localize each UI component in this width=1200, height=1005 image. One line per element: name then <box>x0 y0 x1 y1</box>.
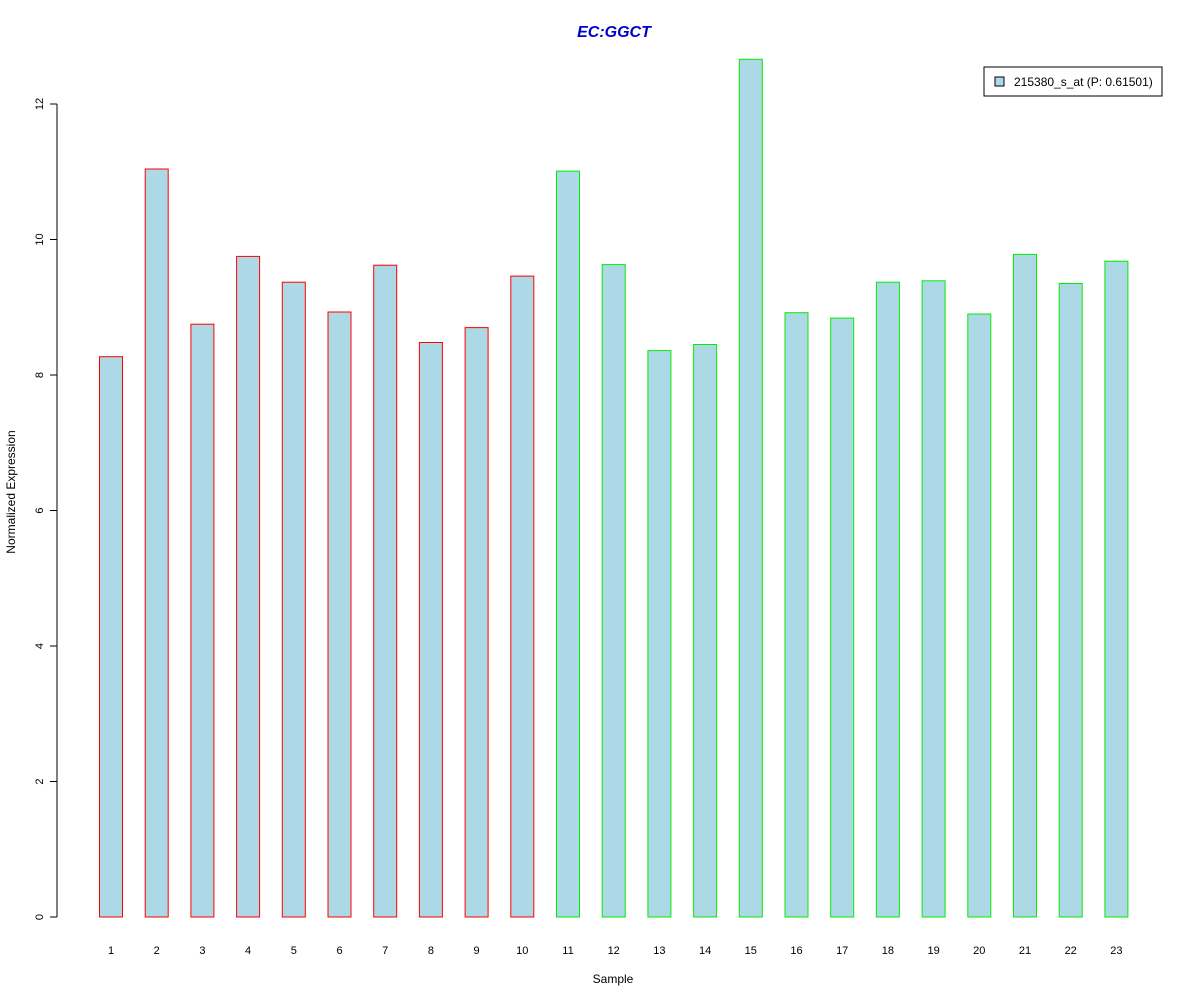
legend: 215380_s_at (P: 0.61501) <box>983 66 1163 97</box>
bar-sample-21 <box>1013 253 1037 918</box>
y-axis: 0 2 4 6 8 10 12 <box>34 98 58 920</box>
x-tick-label: 12 <box>608 945 620 957</box>
x-tick-label: 7 <box>382 945 388 957</box>
y-tick-label: 12 <box>34 98 46 110</box>
x-tick-labels: 1 2 3 4 5 6 7 8 9 10 11 12 13 14 15 16 17 18 19 20 21 22 23 <box>108 945 1123 957</box>
bar-sample-9 <box>464 327 489 918</box>
x-tick-label: 3 <box>199 945 205 957</box>
x-tick-label: 6 <box>336 945 342 957</box>
x-tick-label: 21 <box>1019 945 1031 957</box>
bar-sample-6 <box>327 311 352 918</box>
x-tick-label: 22 <box>1065 945 1077 957</box>
legend-box <box>983 66 1163 97</box>
bar-sample-15 <box>738 58 763 918</box>
x-tick-label: 18 <box>882 945 894 957</box>
x-axis-label: Sample <box>593 972 634 986</box>
bar-sample-2 <box>144 168 169 918</box>
bar-sample-19 <box>921 280 946 918</box>
legend-swatch <box>994 76 1005 87</box>
bar-sample-5 <box>281 281 306 918</box>
bar-sample-20 <box>967 313 992 918</box>
bar-sample-11 <box>556 170 580 918</box>
chart-title: EC:GGCT <box>577 24 652 41</box>
bar-sample-22 <box>1058 283 1083 918</box>
bar-sample-16 <box>784 312 809 918</box>
x-tick-label: 8 <box>428 945 434 957</box>
x-tick-label: 17 <box>836 945 848 957</box>
bar-sample-8 <box>418 342 443 918</box>
bar-sample-12 <box>601 264 626 918</box>
bar-sample-13 <box>647 350 672 918</box>
x-tick-label: 10 <box>516 945 528 957</box>
x-tick-label: 1 <box>108 945 114 957</box>
x-tick-label: 19 <box>927 945 939 957</box>
y-tick-label: 4 <box>34 643 46 649</box>
x-tick-label: 11 <box>562 945 573 957</box>
legend-label: 215380_s_at (P: 0.61501) <box>1014 75 1153 89</box>
x-tick-label: 15 <box>745 945 757 957</box>
y-tick-label: 6 <box>34 507 46 513</box>
x-tick-label: 16 <box>790 945 802 957</box>
y-tick-label: 10 <box>34 233 46 245</box>
x-tick-label: 13 <box>653 945 665 957</box>
bar-sample-10 <box>510 275 535 918</box>
x-tick-label: 4 <box>245 945 251 957</box>
bar-sample-14 <box>693 344 718 918</box>
x-tick-label: 2 <box>154 945 160 957</box>
bar-sample-17 <box>830 317 855 918</box>
bar-sample-1 <box>99 356 123 918</box>
bar-sample-3 <box>190 323 215 918</box>
y-tick-label: 8 <box>34 372 46 378</box>
x-tick-label: 14 <box>699 945 711 957</box>
y-tick-label: 2 <box>34 778 46 784</box>
x-tick-label: 9 <box>474 945 480 957</box>
x-tick-label: 23 <box>1110 945 1122 957</box>
bars-group <box>99 58 1129 918</box>
x-tick-label: 20 <box>973 945 985 957</box>
y-tick-label: 0 <box>34 914 46 920</box>
bar-sample-23 <box>1104 260 1129 918</box>
y-axis-label: Normalized Expression <box>4 430 18 553</box>
bar-sample-18 <box>875 281 900 918</box>
bar-sample-4 <box>236 255 261 918</box>
x-tick-label: 5 <box>291 945 297 957</box>
bar-sample-7 <box>373 264 398 918</box>
